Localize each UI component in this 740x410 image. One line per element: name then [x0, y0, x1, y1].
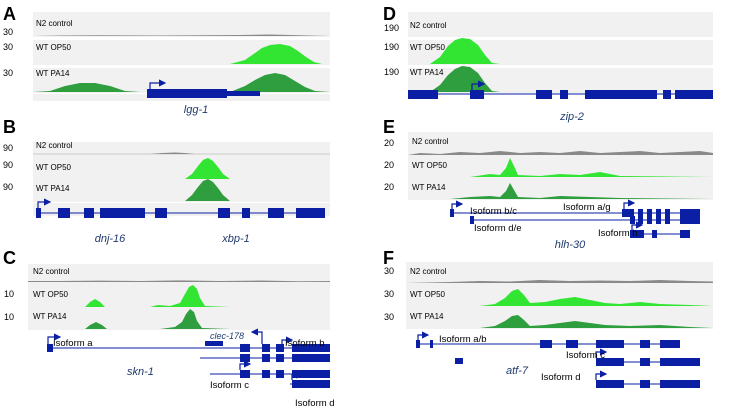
coverage-op50: [406, 289, 713, 306]
track-scale: 90: [3, 182, 13, 192]
track-scale: 190: [384, 42, 399, 52]
coverage-control: [150, 152, 195, 154]
track-bg: [33, 158, 330, 180]
gene-name: lgg-1: [184, 104, 208, 116]
gene-name: dnj-16: [95, 233, 126, 245]
panel-letter: A: [3, 4, 16, 24]
track-bg: [408, 178, 713, 200]
panel-d: D 190 190 190 N2 control WT OP50 WT PA14…: [383, 4, 713, 123]
panel-letter: B: [3, 117, 16, 137]
track-scale: 30: [3, 68, 13, 78]
coverage-control: [33, 34, 330, 36]
gene-model: [36, 198, 325, 218]
coverage-control: [408, 151, 713, 155]
panel-letter: F: [383, 248, 394, 268]
gene-model: [47, 328, 330, 388]
panel-f: F 30 30 30 N2 control WT OP50 WT PA14: [383, 248, 713, 388]
track-scale: 20: [384, 182, 394, 192]
panel-e: E 20 20 20 N2 control WT OP50 WT PA14: [383, 117, 713, 251]
track-label: WT OP50: [36, 43, 72, 52]
gene-name: zip-2: [559, 111, 584, 123]
track-label: WT PA14: [410, 68, 444, 77]
track-label: WT PA14: [36, 184, 70, 193]
track-label: WT PA14: [410, 312, 444, 321]
track-label: WT PA14: [412, 183, 446, 192]
track-bg: [406, 284, 713, 307]
track-bg: [33, 203, 330, 216]
gene-model: [147, 79, 260, 98]
track-scale: 20: [384, 138, 394, 148]
track-label: WT OP50: [410, 43, 446, 52]
isoform-label: Isoform a/b: [439, 334, 487, 345]
track-bg: [33, 142, 330, 162]
isoform-label: Isoform c: [566, 350, 605, 361]
coverage-pa14: [28, 309, 330, 329]
track-scale: 90: [3, 160, 13, 170]
gene-name: hlh-30: [555, 239, 586, 251]
track-scale: 30: [384, 289, 394, 299]
coverage-op50: [408, 38, 713, 64]
track-label: N2 control: [36, 19, 73, 28]
track-label: N2 control: [410, 21, 447, 30]
gene-model: [408, 80, 713, 99]
panel-a: A 30 30 30 N2 control WT OP50 WT PA14 lg…: [3, 4, 330, 116]
track-scale: 190: [384, 23, 399, 33]
track-bg: [33, 180, 330, 202]
gene-name: skn-1: [127, 366, 154, 378]
coverage-control: [406, 280, 713, 283]
track-bg: [33, 12, 330, 37]
track-scale: 30: [384, 266, 394, 276]
track-label: N2 control: [410, 267, 447, 276]
track-label: N2 control: [36, 141, 73, 150]
isoform-label: Isoform d: [541, 372, 581, 383]
track-scale: 190: [384, 67, 399, 77]
isoform-label: Isoform d/e: [474, 223, 522, 234]
track-scale: 90: [3, 143, 13, 153]
coverage-op50: [33, 44, 330, 64]
track-scale: 10: [4, 312, 14, 322]
track-label: WT OP50: [36, 163, 72, 172]
isoform-label: Isoform b/c: [470, 206, 517, 217]
gene-model: [450, 199, 700, 238]
track-bg: [408, 156, 713, 178]
isoform-label: Isoform b: [285, 338, 325, 349]
track-label: WT PA14: [36, 69, 70, 78]
panel-letter: E: [383, 117, 395, 137]
panel-b: B 90 90 90 N2 control WT OP50 WT PA14 dn…: [3, 117, 330, 245]
coverage-pa14: [406, 315, 713, 328]
track-bg: [28, 308, 330, 330]
panel-c: C 10 10 N2 control WT OP50 WT PA14: [3, 248, 335, 409]
track-scale: 30: [3, 42, 13, 52]
track-label: N2 control: [33, 267, 70, 276]
panel-letter: D: [383, 4, 396, 24]
isoform-label: Isoform d: [295, 398, 335, 409]
track-label: N2 control: [412, 137, 449, 146]
track-bg: [406, 307, 713, 329]
track-bg: [408, 12, 713, 37]
isoform-label: Isoform c: [210, 380, 249, 391]
isoform-label: Isoform a/g: [563, 202, 611, 213]
coverage-control: [28, 280, 330, 282]
gene-model: [416, 331, 700, 388]
track-label: WT OP50: [412, 161, 448, 170]
track-label: WT OP50: [33, 290, 69, 299]
track-scale: 30: [3, 27, 13, 37]
track-scale: 20: [384, 160, 394, 170]
panel-letter: C: [3, 248, 16, 268]
track-label: WT PA14: [33, 312, 67, 321]
gene-name: clec-178: [210, 331, 244, 341]
track-label: WT OP50: [410, 290, 446, 299]
gene-name: atf-7: [506, 365, 529, 377]
track-bg: [408, 132, 713, 156]
track-scale: 30: [384, 312, 394, 322]
track-scale: 10: [4, 289, 14, 299]
gene-name: xbp-1: [221, 233, 250, 245]
track-bg: [28, 264, 330, 284]
track-bg: [406, 262, 713, 284]
isoform-label: Isoform h: [598, 228, 638, 239]
isoform-label: Isoform a: [53, 338, 93, 349]
coverage-pa14: [33, 73, 330, 92]
